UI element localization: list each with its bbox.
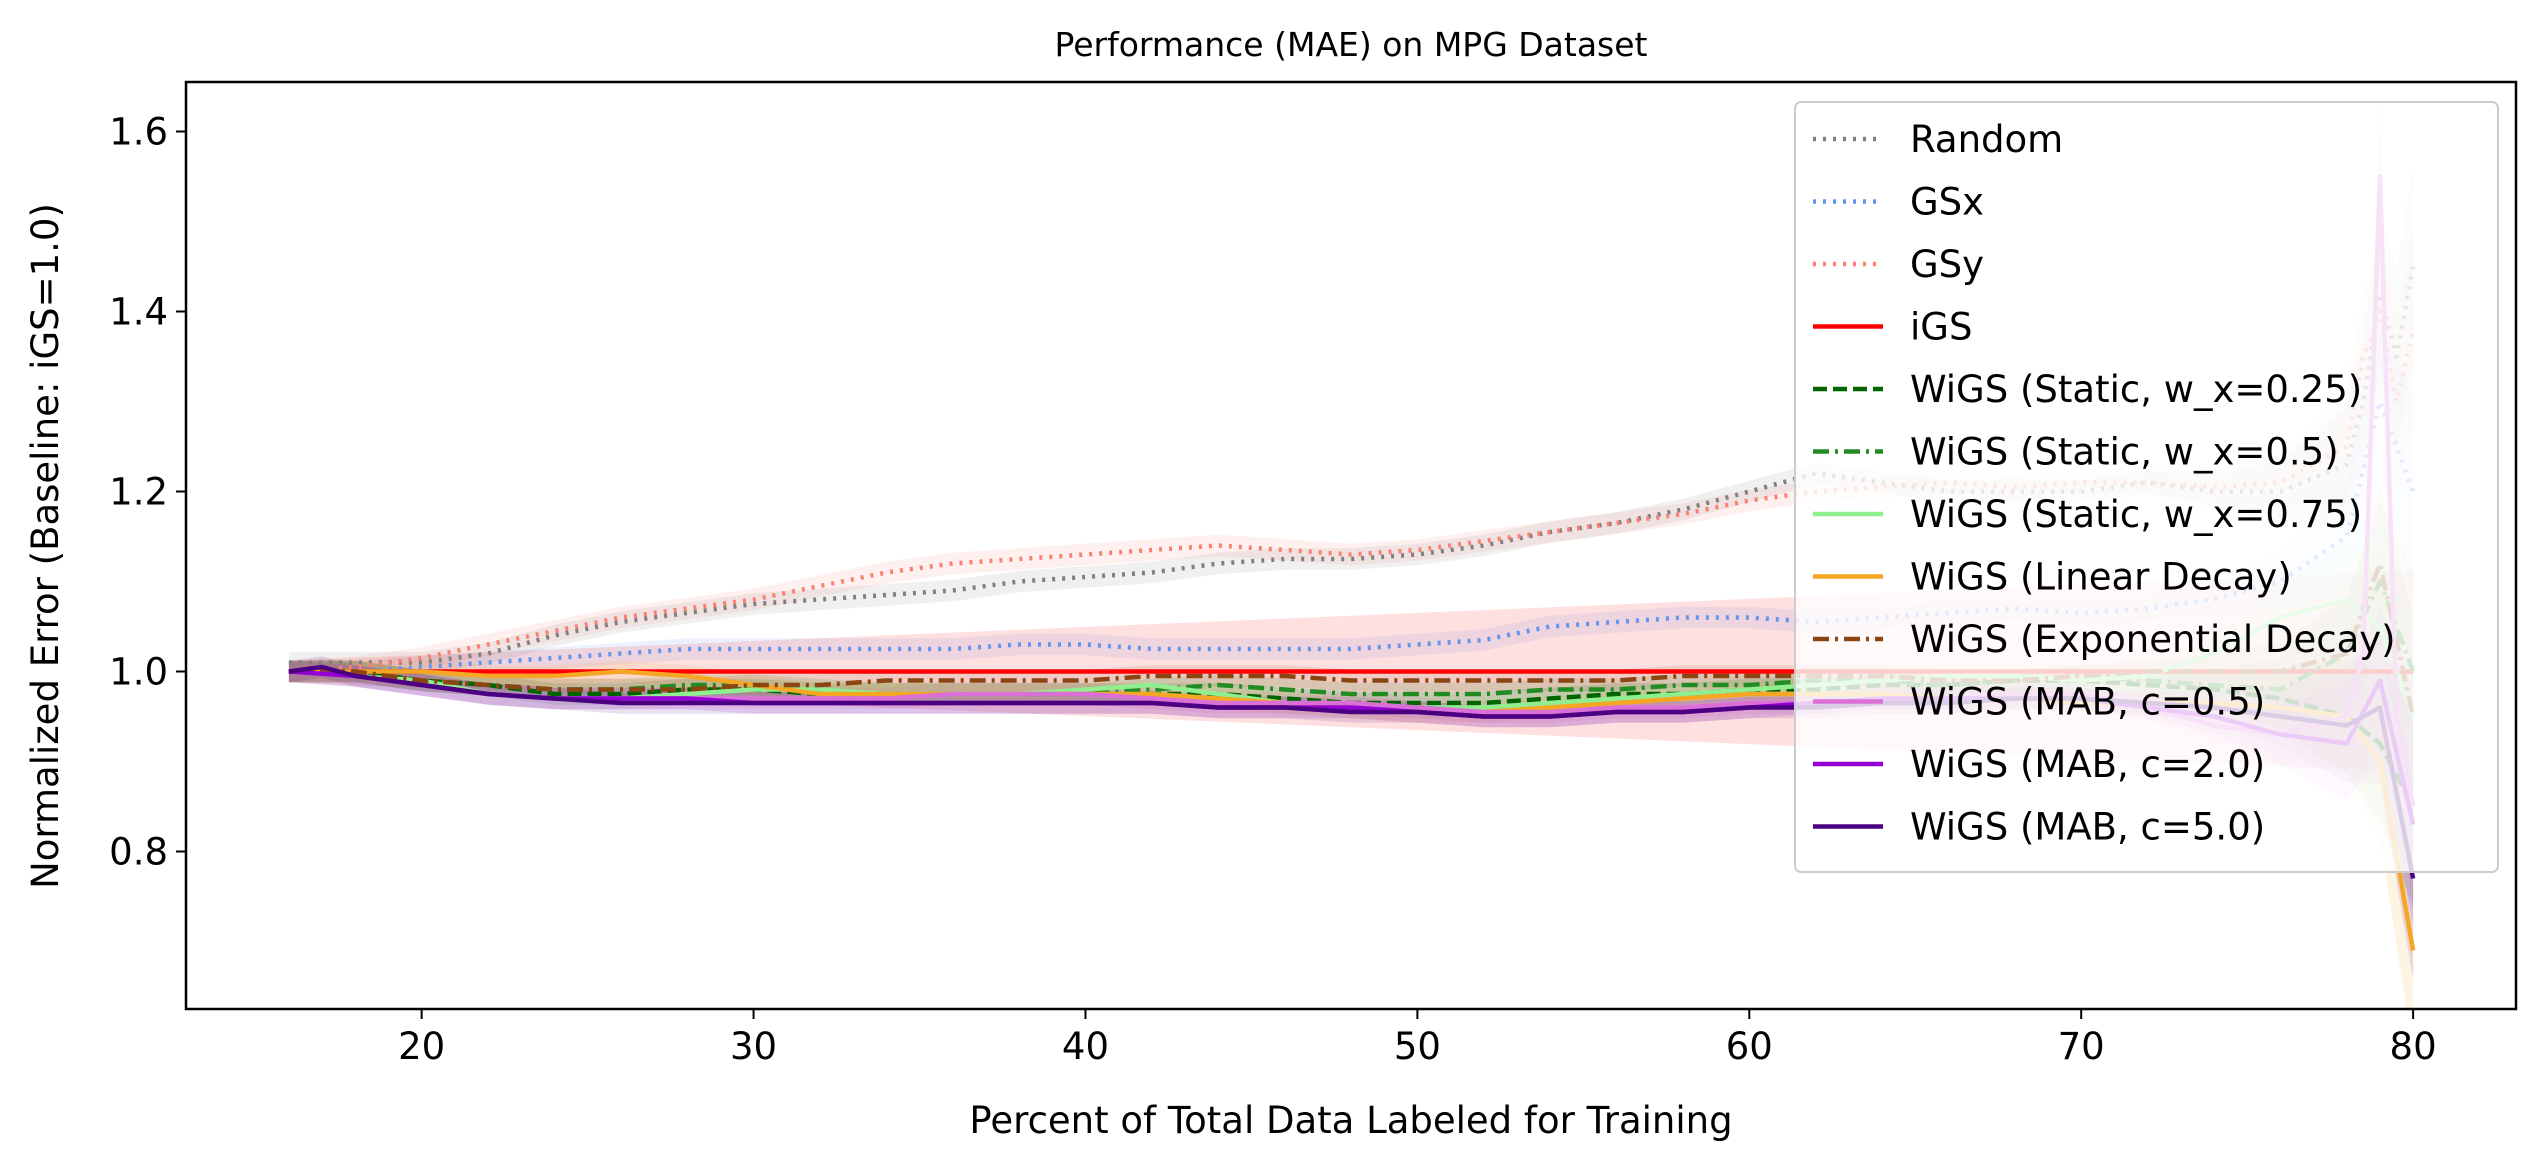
wigs-static-w-x-0-5-line [288,579,2416,697]
y-axis-label: Normalized Error (Baseline: iGS=1.0) [24,203,67,889]
legend-label-random: Random [1910,118,2063,161]
legend-label-wigs-static-w-x-0-75: WiGS (Static, w_x=0.75) [1910,493,2362,536]
x-tick-label: 50 [1394,1025,1441,1068]
gsy-band [288,228,2414,683]
plot-frame [184,80,2518,1011]
y-tick-label: 0.8 [109,831,168,874]
y-tick-label: 1.4 [109,291,168,334]
legend-label-wigs-mab-c-0-5: WiGS (MAB, c=0.5) [1910,681,2265,724]
y-axis: 0.8 1.0 1.2 1.4 1.6 [109,111,186,874]
legend: Random GSx GSy iGS WiGS (Static, w_x=0.25) Wi… [1794,101,2499,873]
chart-title: Performance (MAE) on MPG Dataset [1054,25,1647,64]
wigs-exponential-decay-line [288,561,2416,717]
x-tick-label: 80 [2390,1025,2437,1068]
legend-label-igs: iGS [1910,306,1972,349]
legend-label-wigs-mab-c-2-0: WiGS (MAB, c=2.0) [1910,743,2265,786]
x-axis-label: Percent of Total Data Labeled for Traini… [969,1099,1732,1142]
x-tick-label: 30 [730,1025,777,1068]
x-tick-label: 70 [2058,1025,2105,1068]
legend-label-wigs-static-w-x-0-25: WiGS (Static, w_x=0.25) [1910,368,2362,411]
y-tick-label: 1.0 [109,651,168,694]
legend-label-wigs-exponential-decay: WiGS (Exponential Decay) [1910,618,2396,661]
y-tick-label: 1.2 [109,471,168,514]
legend-box [1794,101,2499,873]
legend-label-gsx: GSx [1910,181,1984,224]
x-tick-label: 40 [1062,1025,1109,1068]
x-tick-label: 60 [1726,1025,1773,1068]
legend-label-wigs-mab-c-5-0: WiGS (MAB, c=5.0) [1910,806,2265,849]
random-line [288,266,2416,665]
legend-label-gsy: GSy [1910,243,1984,286]
x-tick-label: 20 [398,1025,445,1068]
x-axis: 20 30 40 50 60 70 80 [398,1009,2437,1068]
legend-label-wigs-linear-decay: WiGS (Linear Decay) [1910,556,2292,599]
y-tick-label: 1.6 [109,111,168,154]
legend-label-wigs-static-w-x-0-5: WiGS (Static, w_x=0.5) [1910,431,2339,474]
